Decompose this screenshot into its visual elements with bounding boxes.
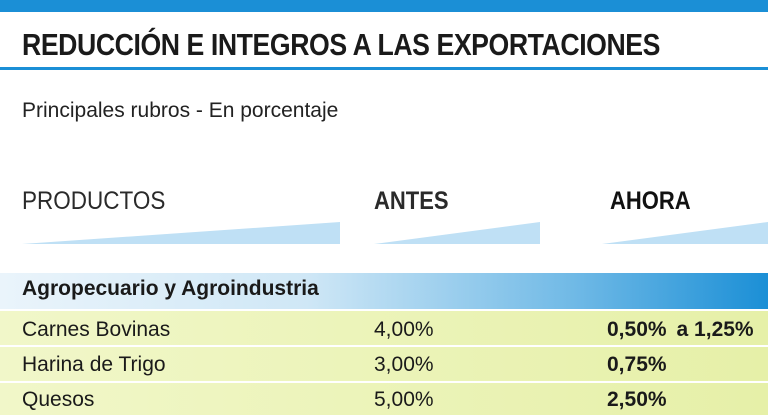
row-ahora-main: 0,50% (607, 318, 667, 341)
subtitle: Principales rubros - En porcentaje (22, 99, 339, 122)
column-wedge-ahora (602, 220, 768, 244)
row-ahora-value: 0,50% a 1,25% (607, 318, 754, 342)
column-header-antes: ANTES (374, 187, 449, 215)
row-product-name: Carnes Bovinas (22, 318, 171, 341)
table-row (0, 311, 768, 345)
row-ahora-value: 0,75% (607, 353, 667, 376)
top-accent-bar (0, 0, 768, 12)
row-divider (0, 381, 768, 383)
column-header-ahora: AHORA (610, 187, 691, 215)
row-divider (0, 345, 768, 347)
row-ahora-value: 2,50% (607, 388, 667, 411)
page-title: REDUCCIÓN E INTEGROS A LAS EXPORTACIONES (22, 27, 661, 62)
column-header-products: PRODUCTOS (22, 187, 166, 215)
row-antes-value: 4,00% (374, 318, 434, 341)
section-band (0, 273, 768, 309)
row-product-name: Quesos (22, 388, 95, 411)
row-ahora-range: a 1,25% (676, 318, 754, 341)
row-antes-value: 3,00% (374, 353, 434, 376)
section-label: Agropecuario y Agroindustria (22, 277, 319, 300)
column-wedge-antes (374, 220, 540, 244)
table-row (0, 347, 768, 381)
table-row (0, 383, 768, 415)
title-underline (0, 67, 768, 70)
row-antes-value: 5,00% (374, 388, 434, 411)
column-wedge-products (22, 220, 340, 244)
row-product-name: Harina de Trigo (22, 353, 166, 376)
